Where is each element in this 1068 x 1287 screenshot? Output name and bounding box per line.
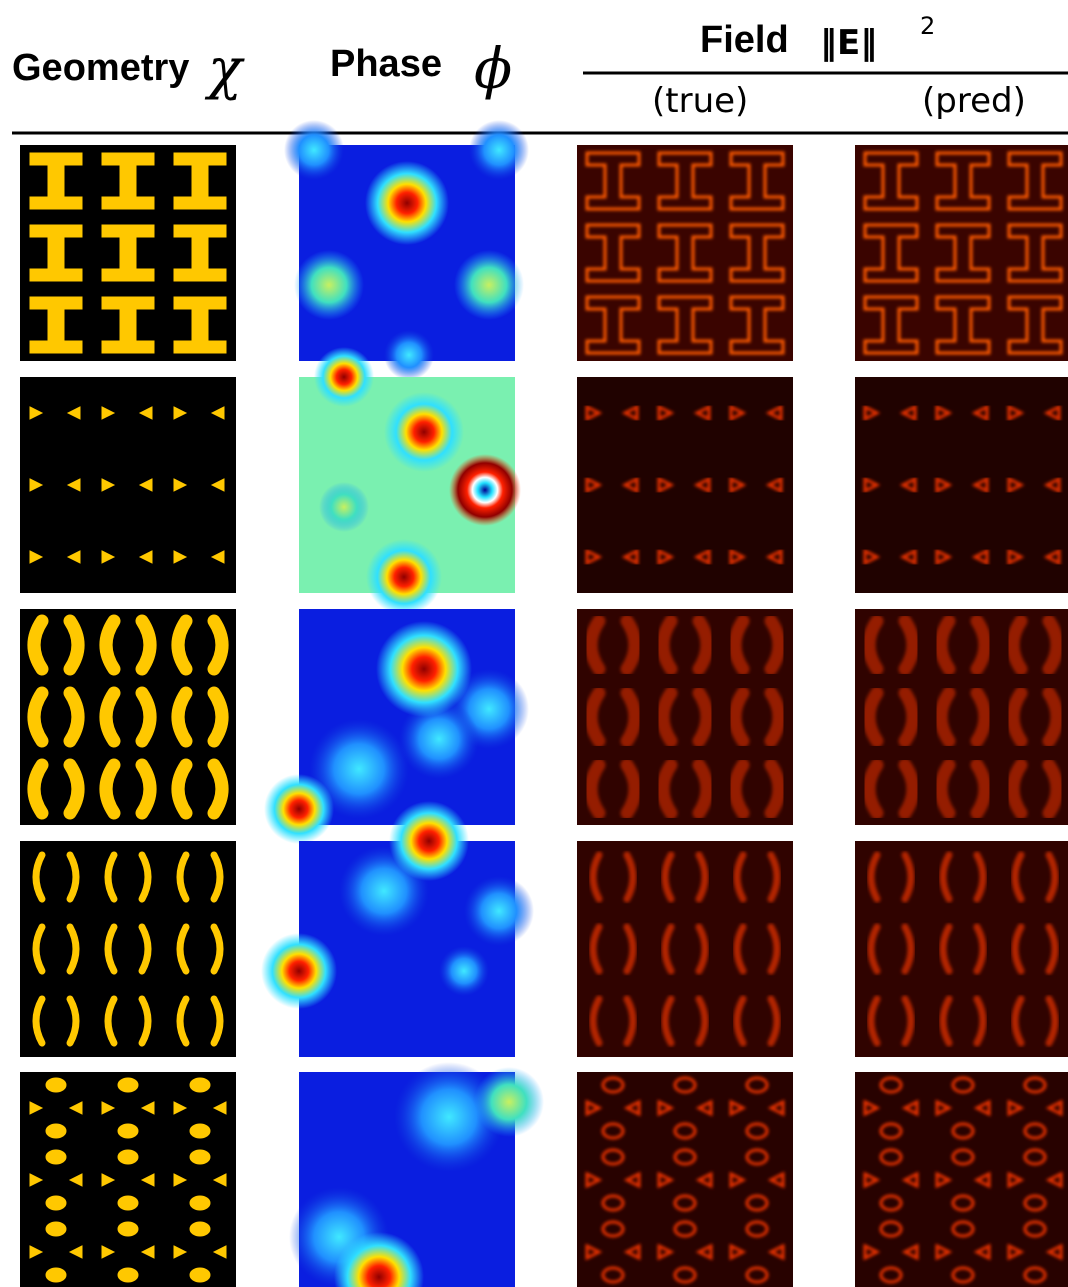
header-true: (true) <box>652 81 748 121</box>
field-true-panel <box>577 841 793 1057</box>
geometry-panel <box>20 145 236 361</box>
header-geometry: Geometry <box>12 47 189 89</box>
header-pred: (pred) <box>922 81 1026 121</box>
header-field: Field <box>700 19 789 61</box>
header-phase: Phase <box>330 43 442 85</box>
geometry-panel <box>20 377 236 593</box>
field-true-panel <box>577 1072 793 1287</box>
field-pred-panel <box>855 1072 1068 1287</box>
field-pred-panel <box>855 841 1068 1057</box>
phase-panel <box>299 347 521 615</box>
figure: Geometry χ Phase ϕ Field ‖E‖ 2 (true) (p… <box>0 0 1068 1287</box>
header-exponent: 2 <box>920 12 935 40</box>
field-pred-panel <box>855 377 1068 593</box>
header-chi: χ <box>204 37 245 102</box>
geometry-panel <box>20 841 236 1057</box>
header-norm: ‖E‖ <box>820 23 877 63</box>
field-true-panel <box>577 609 793 825</box>
geometry-panel <box>20 1072 236 1287</box>
field-true-panel <box>577 145 793 361</box>
phase-panel <box>264 609 529 844</box>
field-true-panel <box>577 377 793 593</box>
field-pred-panel <box>855 609 1068 825</box>
header-phi: ϕ <box>474 37 512 102</box>
field-pred-panel <box>855 145 1068 361</box>
geometry-panel <box>20 609 236 825</box>
phase-panel <box>284 120 529 380</box>
phase-panel <box>289 1062 544 1287</box>
